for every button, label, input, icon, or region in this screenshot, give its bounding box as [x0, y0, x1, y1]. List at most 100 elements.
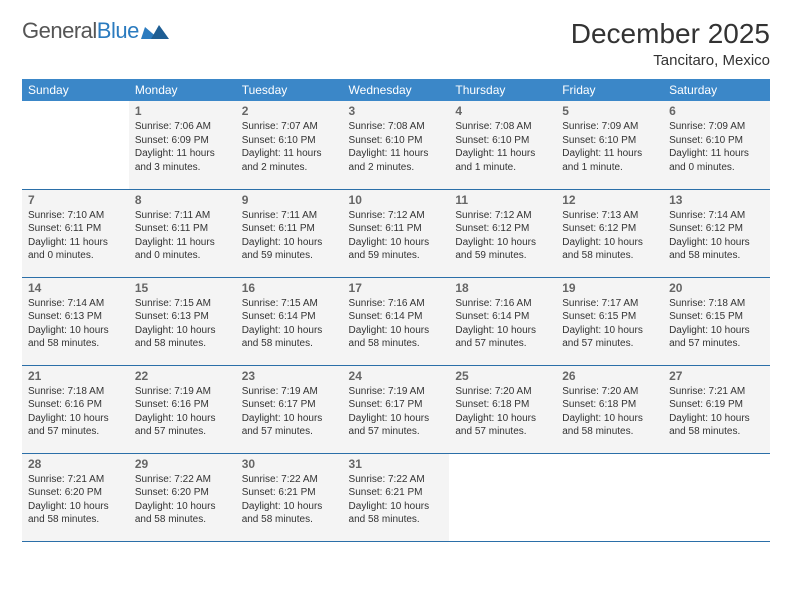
location: Tancitaro, Mexico — [571, 52, 770, 69]
cell-line: Sunrise: 7:21 AM — [28, 473, 123, 487]
weekday-header: Monday — [129, 79, 236, 101]
calendar-cell: 12Sunrise: 7:13 AMSunset: 6:12 PMDayligh… — [556, 189, 663, 277]
calendar-cell: 24Sunrise: 7:19 AMSunset: 6:17 PMDayligh… — [343, 365, 450, 453]
day-number: 10 — [349, 193, 444, 207]
calendar-cell: 4Sunrise: 7:08 AMSunset: 6:10 PMDaylight… — [449, 101, 556, 189]
cell-line: Daylight: 10 hours — [28, 412, 123, 426]
cell-line: and 57 minutes. — [135, 425, 230, 439]
calendar-cell: 26Sunrise: 7:20 AMSunset: 6:18 PMDayligh… — [556, 365, 663, 453]
cell-line: Sunset: 6:21 PM — [349, 486, 444, 500]
cell-line: and 58 minutes. — [135, 337, 230, 351]
cell-line: and 57 minutes. — [242, 425, 337, 439]
cell-line: and 57 minutes. — [562, 337, 657, 351]
calendar-cell — [22, 101, 129, 189]
cell-line: Sunset: 6:11 PM — [135, 222, 230, 236]
calendar-cell: 25Sunrise: 7:20 AMSunset: 6:18 PMDayligh… — [449, 365, 556, 453]
calendar-cell: 31Sunrise: 7:22 AMSunset: 6:21 PMDayligh… — [343, 453, 450, 541]
cell-line: and 3 minutes. — [135, 161, 230, 175]
cell-line: Sunset: 6:11 PM — [28, 222, 123, 236]
calendar-cell: 17Sunrise: 7:16 AMSunset: 6:14 PMDayligh… — [343, 277, 450, 365]
calendar-cell: 15Sunrise: 7:15 AMSunset: 6:13 PMDayligh… — [129, 277, 236, 365]
logo-text-part1: General — [22, 18, 97, 43]
cell-line: Sunset: 6:18 PM — [455, 398, 550, 412]
calendar-cell: 8Sunrise: 7:11 AMSunset: 6:11 PMDaylight… — [129, 189, 236, 277]
cell-line: and 1 minute. — [562, 161, 657, 175]
calendar-cell: 27Sunrise: 7:21 AMSunset: 6:19 PMDayligh… — [663, 365, 770, 453]
cell-line: and 2 minutes. — [242, 161, 337, 175]
logo-text: GeneralBlue — [22, 18, 139, 44]
cell-line: Daylight: 10 hours — [349, 324, 444, 338]
cell-line: Sunrise: 7:12 AM — [455, 209, 550, 223]
cell-line: Daylight: 10 hours — [242, 412, 337, 426]
day-number: 16 — [242, 281, 337, 295]
title-block: December 2025 Tancitaro, Mexico — [571, 18, 770, 69]
cell-line: Sunrise: 7:19 AM — [242, 385, 337, 399]
calendar-table: SundayMondayTuesdayWednesdayThursdayFrid… — [22, 79, 770, 542]
calendar-cell: 11Sunrise: 7:12 AMSunset: 6:12 PMDayligh… — [449, 189, 556, 277]
calendar-cell: 3Sunrise: 7:08 AMSunset: 6:10 PMDaylight… — [343, 101, 450, 189]
calendar-cell — [556, 453, 663, 541]
cell-line: Sunrise: 7:22 AM — [349, 473, 444, 487]
cell-line: Daylight: 10 hours — [349, 412, 444, 426]
cell-line: Sunrise: 7:08 AM — [455, 120, 550, 134]
day-number: 30 — [242, 457, 337, 471]
cell-line: and 59 minutes. — [455, 249, 550, 263]
day-number: 9 — [242, 193, 337, 207]
cell-line: Sunset: 6:19 PM — [669, 398, 764, 412]
day-number: 21 — [28, 369, 123, 383]
cell-line: Sunrise: 7:20 AM — [455, 385, 550, 399]
cell-line: Daylight: 10 hours — [28, 324, 123, 338]
calendar-week-row: 21Sunrise: 7:18 AMSunset: 6:16 PMDayligh… — [22, 365, 770, 453]
day-number: 19 — [562, 281, 657, 295]
cell-line: Daylight: 10 hours — [135, 324, 230, 338]
cell-line: Sunrise: 7:09 AM — [562, 120, 657, 134]
cell-line: Daylight: 11 hours — [28, 236, 123, 250]
cell-line: and 58 minutes. — [562, 425, 657, 439]
cell-line: Sunset: 6:12 PM — [669, 222, 764, 236]
cell-line: and 0 minutes. — [28, 249, 123, 263]
cell-line: Sunrise: 7:21 AM — [669, 385, 764, 399]
cell-line: Sunrise: 7:06 AM — [135, 120, 230, 134]
day-number: 20 — [669, 281, 764, 295]
cell-line: Daylight: 10 hours — [669, 324, 764, 338]
cell-line: Sunset: 6:12 PM — [455, 222, 550, 236]
cell-line: Daylight: 10 hours — [242, 324, 337, 338]
calendar-cell — [663, 453, 770, 541]
cell-line: and 58 minutes. — [349, 513, 444, 527]
calendar-cell: 7Sunrise: 7:10 AMSunset: 6:11 PMDaylight… — [22, 189, 129, 277]
day-number: 27 — [669, 369, 764, 383]
cell-line: Sunset: 6:13 PM — [28, 310, 123, 324]
cell-line: and 58 minutes. — [349, 337, 444, 351]
cell-line: Daylight: 11 hours — [349, 147, 444, 161]
cell-line: Sunset: 6:10 PM — [455, 134, 550, 148]
cell-line: Daylight: 10 hours — [349, 500, 444, 514]
weekday-header: Tuesday — [236, 79, 343, 101]
cell-line: Sunset: 6:15 PM — [562, 310, 657, 324]
calendar-week-row: 28Sunrise: 7:21 AMSunset: 6:20 PMDayligh… — [22, 453, 770, 541]
calendar-week-row: 7Sunrise: 7:10 AMSunset: 6:11 PMDaylight… — [22, 189, 770, 277]
weekday-header: Friday — [556, 79, 663, 101]
cell-line: and 2 minutes. — [349, 161, 444, 175]
cell-line: Daylight: 10 hours — [455, 412, 550, 426]
cell-line: Sunrise: 7:22 AM — [135, 473, 230, 487]
day-number: 5 — [562, 104, 657, 118]
cell-line: and 58 minutes. — [135, 513, 230, 527]
cell-line: and 59 minutes. — [242, 249, 337, 263]
cell-line: Sunrise: 7:13 AM — [562, 209, 657, 223]
day-number: 26 — [562, 369, 657, 383]
cell-line: Sunrise: 7:16 AM — [455, 297, 550, 311]
cell-line: Sunrise: 7:14 AM — [669, 209, 764, 223]
cell-line: Sunset: 6:11 PM — [349, 222, 444, 236]
cell-line: Sunset: 6:10 PM — [349, 134, 444, 148]
cell-line: Sunrise: 7:08 AM — [349, 120, 444, 134]
cell-line: Daylight: 10 hours — [349, 236, 444, 250]
calendar-cell: 2Sunrise: 7:07 AMSunset: 6:10 PMDaylight… — [236, 101, 343, 189]
day-number: 2 — [242, 104, 337, 118]
day-number: 6 — [669, 104, 764, 118]
cell-line: Sunrise: 7:20 AM — [562, 385, 657, 399]
calendar-cell: 21Sunrise: 7:18 AMSunset: 6:16 PMDayligh… — [22, 365, 129, 453]
cell-line: Daylight: 10 hours — [562, 324, 657, 338]
cell-line: Daylight: 11 hours — [455, 147, 550, 161]
cell-line: Sunset: 6:16 PM — [28, 398, 123, 412]
cell-line: and 57 minutes. — [455, 337, 550, 351]
